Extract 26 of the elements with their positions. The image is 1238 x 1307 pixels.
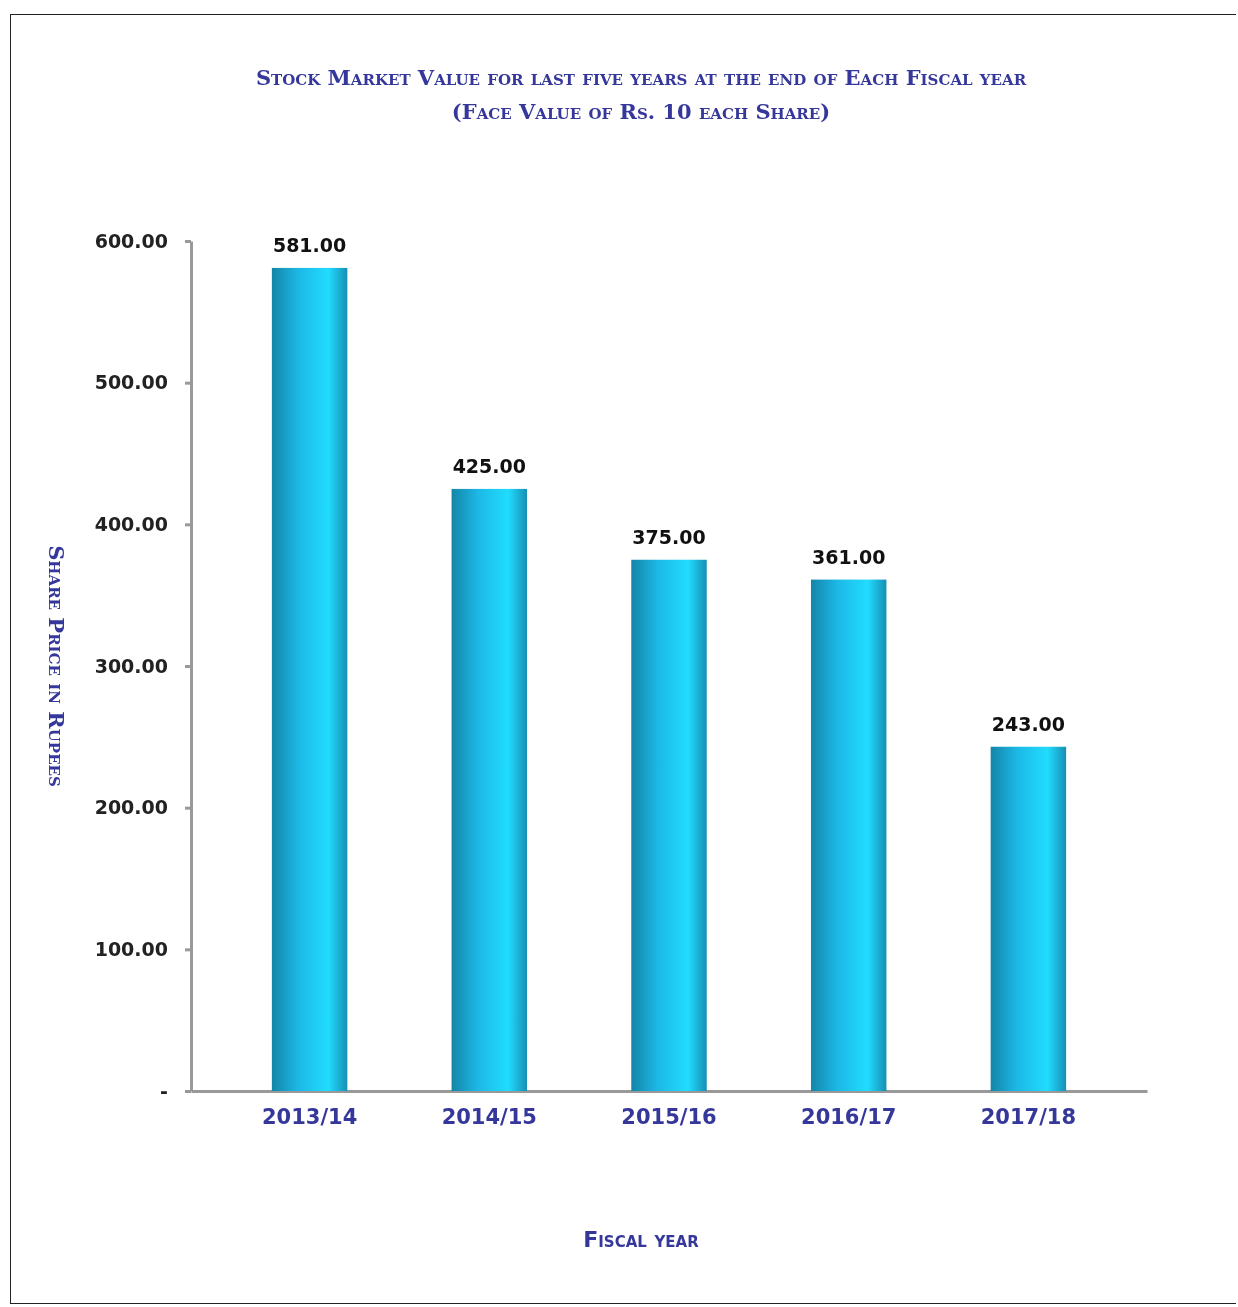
y-tick-label: 600.00	[94, 229, 168, 252]
data-label: 425.00	[452, 454, 526, 477]
y-tick-label: 100.00	[94, 937, 168, 960]
bar	[990, 746, 1067, 1091]
chart-subtitle: (Face Value of Rs. 10 each Share)	[451, 99, 831, 124]
bar	[451, 488, 528, 1091]
bar	[271, 267, 348, 1091]
x-axis-title: Fiscal year	[583, 1227, 700, 1252]
y-axis-title: Share Price in Rupees	[44, 545, 69, 787]
y-tick-label: 400.00	[94, 512, 168, 535]
x-tick-label: 2013/14	[261, 1104, 358, 1129]
x-tick-label: 2017/18	[980, 1104, 1077, 1129]
data-label: 581.00	[272, 233, 347, 256]
x-tick-label: 2016/17	[801, 1104, 897, 1129]
data-label: 361.00	[812, 545, 886, 568]
y-tick-label: 200.00	[94, 796, 168, 819]
y-tick-label: 300.00	[94, 654, 168, 677]
data-label: 375.00	[632, 525, 706, 548]
x-tick-label: 2015/16	[621, 1104, 717, 1129]
y-tick-label: -	[160, 1079, 168, 1102]
chart-title: Stock Market Value for last five years at the end of Each Fiscal year	[255, 65, 1027, 90]
data-label: 243.00	[991, 712, 1066, 735]
bar	[631, 559, 707, 1091]
y-tick-label: 500.00	[94, 371, 168, 394]
x-tick-label: 2014/15	[441, 1104, 537, 1129]
bar	[810, 579, 887, 1091]
